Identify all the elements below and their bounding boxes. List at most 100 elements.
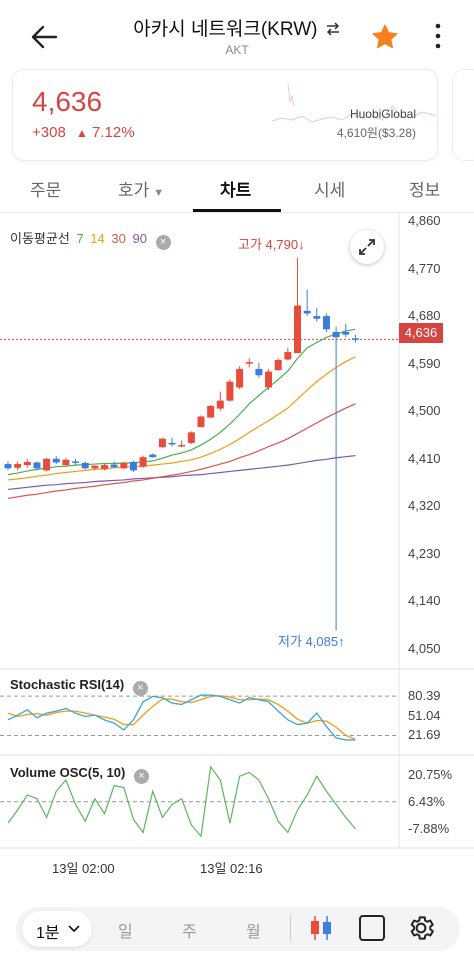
candle-body [322,316,330,330]
arrow-left-icon [31,25,58,49]
interval-month[interactable]: 월 [246,924,261,941]
candle-body [207,405,215,418]
ma90-label: 90 [132,231,147,246]
candle-body [101,465,108,470]
ma30-label: 30 [111,231,126,246]
chart-axes [0,213,474,849]
x-tick-1: 13일 02:00 [52,861,115,876]
ma-legend: 이동평균선 7 14 30 90 × [10,228,171,250]
candle-body [187,432,195,443]
tab-orderbook-label: 호가 [118,181,150,200]
candle-body [14,464,22,468]
tab-order[interactable]: 주문 [30,176,61,201]
candle-body [91,465,99,469]
y-tick-label: 4,680 [408,308,441,324]
favorite-button[interactable] [370,22,400,57]
candle-body [158,438,166,448]
candle-body [168,442,176,445]
candle-body [284,352,292,360]
stoch-tick-label: 21.69 [408,727,441,743]
fullscreen-button[interactable] [350,230,384,264]
candle-body [216,400,224,409]
stoch-tick-label: 80.39 [408,688,441,704]
vosc-tick-label: 20.75% [408,766,453,782]
candle-body [52,458,60,463]
y-tick-label: 4,050 [408,641,441,656]
ma14-label: 14 [90,231,105,246]
interval-day[interactable]: 일 [118,924,133,941]
candle-body [294,305,301,354]
interval-select[interactable]: 1분 [22,911,92,947]
chevron-down-icon [68,925,80,933]
mini-chart [272,83,436,123]
volume-osc-panel [0,765,399,838]
candle-body [33,462,41,469]
back-button[interactable] [28,20,62,54]
y-tick-label: 4,500 [408,403,441,419]
candle-body [4,464,12,469]
candle-body [351,338,359,340]
next-card[interactable] [452,69,474,161]
candle-body [255,368,263,376]
ma30-line [7,403,356,499]
tab-info[interactable]: 정보 [409,176,440,201]
price-card[interactable] [12,69,438,161]
low-label-text: 저가 4,085 [278,634,339,649]
moving-average-lines [7,328,356,499]
tab-quotes-label: 시세 [314,181,346,200]
candle-body [43,458,51,471]
arrow-up-icon: ↑ [338,634,345,649]
candle-type-button[interactable] [308,913,334,948]
ma7-label: 7 [76,231,84,246]
more-button[interactable] [430,20,446,57]
vosc-tick-label: -7.88% [408,820,450,836]
ma7-line [7,328,356,476]
candle-body [81,463,89,469]
y-tick-label: 4,770 [408,260,441,276]
ma14-line [7,356,356,481]
candle-body [129,461,137,471]
tab-orderbook[interactable]: 호가 ▼ [118,176,164,201]
expand-icon [359,239,375,255]
tab-chart[interactable]: 차트 [220,176,251,201]
toolbar-divider [290,915,291,941]
close-icon[interactable]: × [132,681,148,696]
y-tick-label: 4,140 [408,593,441,609]
layout-button[interactable] [359,915,385,941]
candle-body [23,461,31,466]
candle-body [72,461,80,463]
interval-week[interactable]: 주 [182,924,197,941]
tab-quotes[interactable]: 시세 [314,176,345,201]
y-tick-label: 4,410 [408,450,441,466]
settings-button[interactable] [406,913,436,948]
close-icon[interactable]: × [155,235,171,250]
change-amount: +308 [32,124,66,141]
candle-body [149,454,157,458]
y-tick-label: 4,590 [408,355,441,371]
candle-body [342,331,350,335]
page-title[interactable]: 아카시 네트워크(KRW) [0,14,474,41]
volume-osc-label: Volume OSC(5, 10) × [10,765,149,784]
stoch-d-line [7,695,356,740]
volume-osc-label-text: Volume OSC(5, 10) [10,765,126,780]
exchange-price: 4,610원($3.28) [336,126,416,140]
stoch-rsi-label: Stochastic RSI(14) × [10,677,148,696]
candle-body [139,457,147,467]
tab-divider [0,212,474,213]
candle-body [332,331,340,338]
candle-body [313,316,321,319]
stoch-tick-label: 51.04 [408,707,441,723]
tab-info-label: 정보 [409,181,441,200]
tab-chart-label: 차트 [220,181,252,200]
price-chart[interactable] [0,213,474,900]
vosc-tick-label: 6.43% [408,793,445,809]
candle-body [120,463,128,469]
candlestick-icon [311,916,331,940]
stochastic-rsi-panel [0,694,399,741]
candle-body [110,464,118,468]
candlesticks [4,257,359,631]
stoch-k-line [7,694,356,741]
current-price-tag: 4,636 [399,323,443,343]
close-icon[interactable]: × [133,769,149,784]
y-tick-label: 4,320 [408,498,441,514]
